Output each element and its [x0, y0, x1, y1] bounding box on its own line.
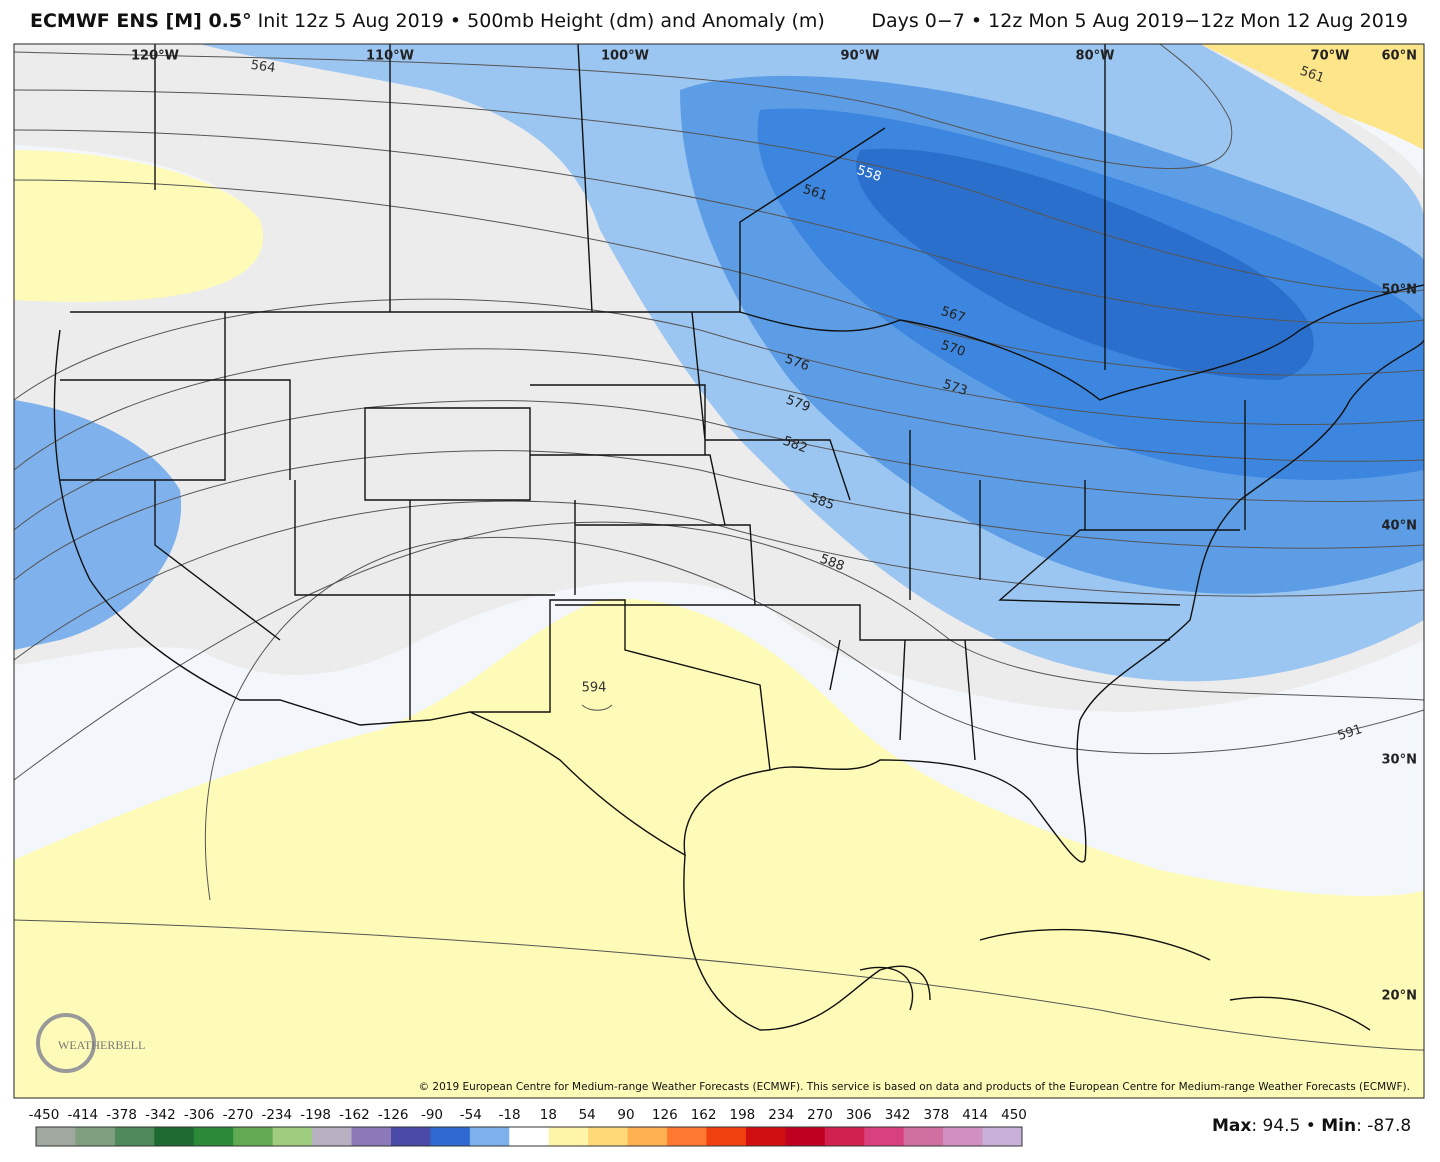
- colorbar-tick-label: 306: [846, 1107, 872, 1123]
- colorbar-segment: [430, 1127, 471, 1146]
- latitude-label: 50°N: [1382, 283, 1417, 298]
- colorbar-tick-label: -414: [67, 1107, 98, 1123]
- colorbar: -450 -414 -378 -342 -306 -270 -234 -198 -162 -126…: [29, 1107, 1027, 1147]
- contour-label: 567: [939, 304, 967, 326]
- map-area: [14, 44, 1424, 1098]
- logo: WEATHERBELL: [36, 1013, 145, 1073]
- colorbar-tick-label: -54: [460, 1107, 482, 1123]
- colorbar-segment: [824, 1127, 865, 1146]
- colorbar-segment: [667, 1127, 707, 1146]
- colorbar-tick-label: -162: [339, 1107, 370, 1123]
- latitude-label: 30°N: [1382, 753, 1417, 768]
- colorbar-tick-label: 414: [962, 1107, 988, 1123]
- negative-anomaly: [856, 148, 1314, 380]
- height-contours: [14, 44, 1424, 1051]
- map-frame: [13, 43, 1425, 1099]
- colorbar-tick-label: -378: [106, 1107, 137, 1123]
- min-label: Min: [1321, 1116, 1357, 1136]
- colorbar-segment: [509, 1127, 550, 1146]
- colorbar-tick-label: -306: [184, 1107, 215, 1123]
- model-name: ECMWF ENS [M] 0.5°: [30, 10, 252, 32]
- colorbar-tick-label: -270: [223, 1107, 254, 1123]
- latitude-label: 40°N: [1382, 519, 1417, 534]
- colorbar-tick-label: 162: [691, 1107, 717, 1123]
- colorbar-segment: [588, 1127, 629, 1146]
- longitude-label: 90°W: [841, 49, 880, 64]
- contour-label: 558: [855, 163, 883, 185]
- colorbar-tick-label: 54: [579, 1107, 596, 1123]
- contour-label: 564: [250, 58, 277, 76]
- colorbar-tick-label: -342: [145, 1107, 176, 1123]
- borders: [53, 44, 1424, 1031]
- colorbar-tick-label: 18: [540, 1107, 557, 1123]
- colorbar-tick-label: -18: [499, 1107, 521, 1123]
- colorbar-tick-label: 198: [730, 1107, 756, 1123]
- colorbar-tick-label: -126: [378, 1107, 409, 1123]
- longitude-label: 70°W: [1311, 49, 1350, 64]
- colorbar-segment: [114, 1127, 155, 1146]
- stats: Max: 94.5 • Min: -87.8: [1212, 1116, 1412, 1136]
- header-left: ECMWF ENS [M] 0.5° Init 12z 5 Aug 2019 •…: [30, 10, 825, 32]
- latitude-label: 20°N: [1382, 989, 1417, 1004]
- negative-anomaly: [14, 400, 182, 650]
- positive-anomaly: [14, 598, 1424, 1098]
- copyright: © 2019 European Centre for Medium-range …: [419, 1081, 1410, 1093]
- min-value: -87.8: [1367, 1116, 1412, 1136]
- contour-label: 591: [1336, 722, 1364, 744]
- colorbar-segment: [75, 1127, 116, 1146]
- colorbar-segment: [233, 1127, 274, 1146]
- colorbar-segment: [627, 1127, 668, 1146]
- longitude-label: 100°W: [601, 49, 649, 64]
- period: Days 0−7 • 12z Mon 5 Aug 2019−12z Mon 12…: [871, 10, 1408, 32]
- colorbar-tick-label: -450: [29, 1107, 60, 1123]
- colorbar-tick-label: 378: [924, 1107, 950, 1123]
- max-label: Max: [1212, 1116, 1252, 1136]
- latitude-label: 60°N: [1382, 49, 1417, 64]
- colorbar-segment: [312, 1127, 353, 1146]
- positive-anomaly: [14, 150, 273, 312]
- contour-label: 570: [939, 338, 967, 360]
- colorbar-segment: [36, 1127, 76, 1146]
- colorbar-tick-label: -234: [261, 1107, 292, 1123]
- colorbar-segment: [706, 1127, 747, 1146]
- colorbar-segment: [982, 1127, 1023, 1146]
- longitude-label: 80°W: [1076, 49, 1115, 64]
- colorbar-segment: [351, 1127, 392, 1146]
- colorbar-tick-label: 90: [617, 1107, 634, 1123]
- colorbar-segment: [548, 1127, 589, 1146]
- contour-label: 594: [582, 681, 607, 696]
- logo-swirl: [36, 1013, 96, 1073]
- colorbar-tick-label: 342: [885, 1107, 911, 1123]
- colorbar-segment: [943, 1127, 984, 1146]
- colorbar-segment: [903, 1127, 944, 1146]
- colorbar-tick-label: -90: [421, 1107, 443, 1123]
- colorbar-tick-label: 234: [768, 1107, 794, 1123]
- logo-text: WEATHERBELL: [58, 1038, 145, 1052]
- colorbar-segment: [864, 1127, 905, 1146]
- max-value: 94.5: [1262, 1116, 1301, 1136]
- colorbar-segment: [193, 1127, 234, 1146]
- contour-label: 573: [941, 377, 969, 399]
- colorbar-segment: [785, 1127, 826, 1146]
- colorbar-frame: [35, 1126, 1023, 1147]
- colorbar-tick-label: 450: [1001, 1107, 1027, 1123]
- colorbar-tick-label: -198: [300, 1107, 331, 1123]
- colorbar-segment: [745, 1127, 786, 1146]
- colorbar-segment: [469, 1127, 510, 1146]
- colorbar-segment: [390, 1127, 431, 1146]
- colorbar-tick-label: 126: [652, 1107, 678, 1123]
- longitude-label: 110°W: [366, 49, 414, 64]
- contour-label: 561: [801, 182, 829, 204]
- description: Init 12z 5 Aug 2019 • 500mb Height (dm) …: [257, 10, 825, 32]
- colorbar-segment: [272, 1127, 313, 1146]
- colorbar-tick-label: 270: [807, 1107, 833, 1123]
- longitude-label: 120°W: [131, 49, 179, 64]
- colorbar-segment: [154, 1127, 195, 1146]
